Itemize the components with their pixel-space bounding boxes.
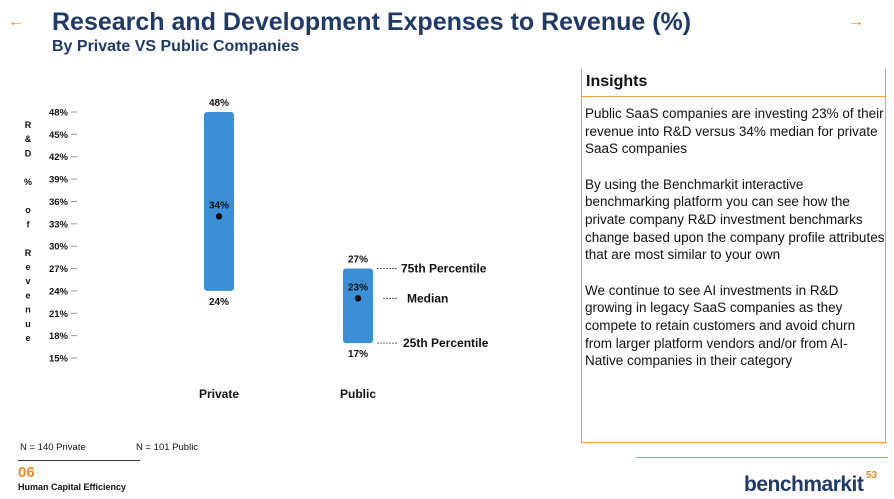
insights-panel: Insights Public SaaS companies are inves…	[581, 69, 886, 443]
footer-divider-left	[18, 460, 140, 461]
median-annotation: Median	[407, 291, 448, 305]
y-tick-label: 33%	[49, 219, 69, 230]
page-title: Research and Development Expenses to Rev…	[52, 8, 692, 36]
y-tick-label: 24%	[49, 286, 69, 297]
range-bar-public	[343, 268, 373, 344]
p75-label: 48%	[209, 98, 229, 109]
y-tick-label: 45%	[49, 130, 69, 141]
page-subtitle: By Private VS Public Companies	[52, 38, 300, 55]
insight-paragraph: We continue to see AI investments in R&D…	[585, 282, 856, 369]
y-tick-label: 39%	[49, 175, 69, 186]
p25-annotation: 25th Percentile	[403, 336, 489, 350]
section-name: Human Capital Efficiency	[18, 482, 127, 492]
median-label: 34%	[209, 200, 229, 211]
insights-divider	[582, 96, 885, 97]
y-axis-label-char: o	[25, 205, 31, 215]
arrow-right-icon[interactable]: →	[848, 13, 864, 30]
y-axis-label-char: v	[25, 276, 30, 286]
insights-title: Insights	[586, 73, 648, 90]
y-tick-label: 21%	[49, 309, 69, 320]
y-tick-label: 18%	[49, 331, 69, 342]
y-axis-label-char: e	[25, 290, 30, 300]
section-number: 06	[18, 464, 35, 481]
y-axis-label-char: R	[25, 120, 32, 130]
y-axis-label-char: D	[25, 148, 32, 158]
y-axis-label-char: e	[25, 262, 30, 272]
p25-label: 24%	[209, 297, 229, 308]
arrow-left-icon[interactable]: ←	[8, 13, 24, 30]
y-axis-label-char: R	[25, 248, 32, 258]
p25-label: 17%	[348, 349, 368, 360]
y-axis-label-char: n	[25, 305, 31, 315]
footer-divider-right	[636, 457, 888, 458]
y-axis-label-char: %	[24, 177, 32, 187]
page-number: 53	[866, 470, 878, 481]
insight-paragraph: By using the Benchmarkit interactive ben…	[585, 176, 885, 263]
p75-annotation: 75th Percentile	[401, 262, 487, 276]
category-label: Public	[340, 387, 376, 401]
median-marker	[215, 213, 223, 220]
y-tick-label: 30%	[49, 242, 69, 253]
y-tick-label: 15%	[49, 354, 69, 365]
benchmarkit-logo: benchmarkit	[744, 473, 864, 496]
y-tick-label: 27%	[49, 264, 69, 275]
y-axis-label-char: u	[25, 319, 31, 329]
insights-body: Public SaaS companies are investing 23% …	[585, 105, 885, 388]
y-tick-label: 42%	[49, 152, 69, 163]
p75-label: 27%	[348, 255, 368, 266]
y-axis-label-char: f	[27, 219, 31, 229]
y-axis-label-char: e	[25, 333, 30, 343]
insight-paragraph: Public SaaS companies are investing 23% …	[585, 106, 884, 157]
y-tick-label: 36%	[49, 197, 69, 208]
sample-size-private: N = 140 Private	[20, 442, 86, 453]
median-label: 23%	[348, 282, 368, 293]
rd-expense-chart: 15% 18% 21% 24% 27% 30% 33% 36% 39% 42% 45% 48% R & D%…	[24, 98, 489, 401]
y-tick-label: 48%	[49, 108, 69, 119]
y-axis-label-char: &	[25, 134, 32, 144]
sample-size-public: N = 101 Public	[136, 442, 199, 453]
median-marker	[354, 295, 362, 302]
range-bar-private	[204, 112, 234, 291]
category-label: Private	[199, 387, 239, 401]
